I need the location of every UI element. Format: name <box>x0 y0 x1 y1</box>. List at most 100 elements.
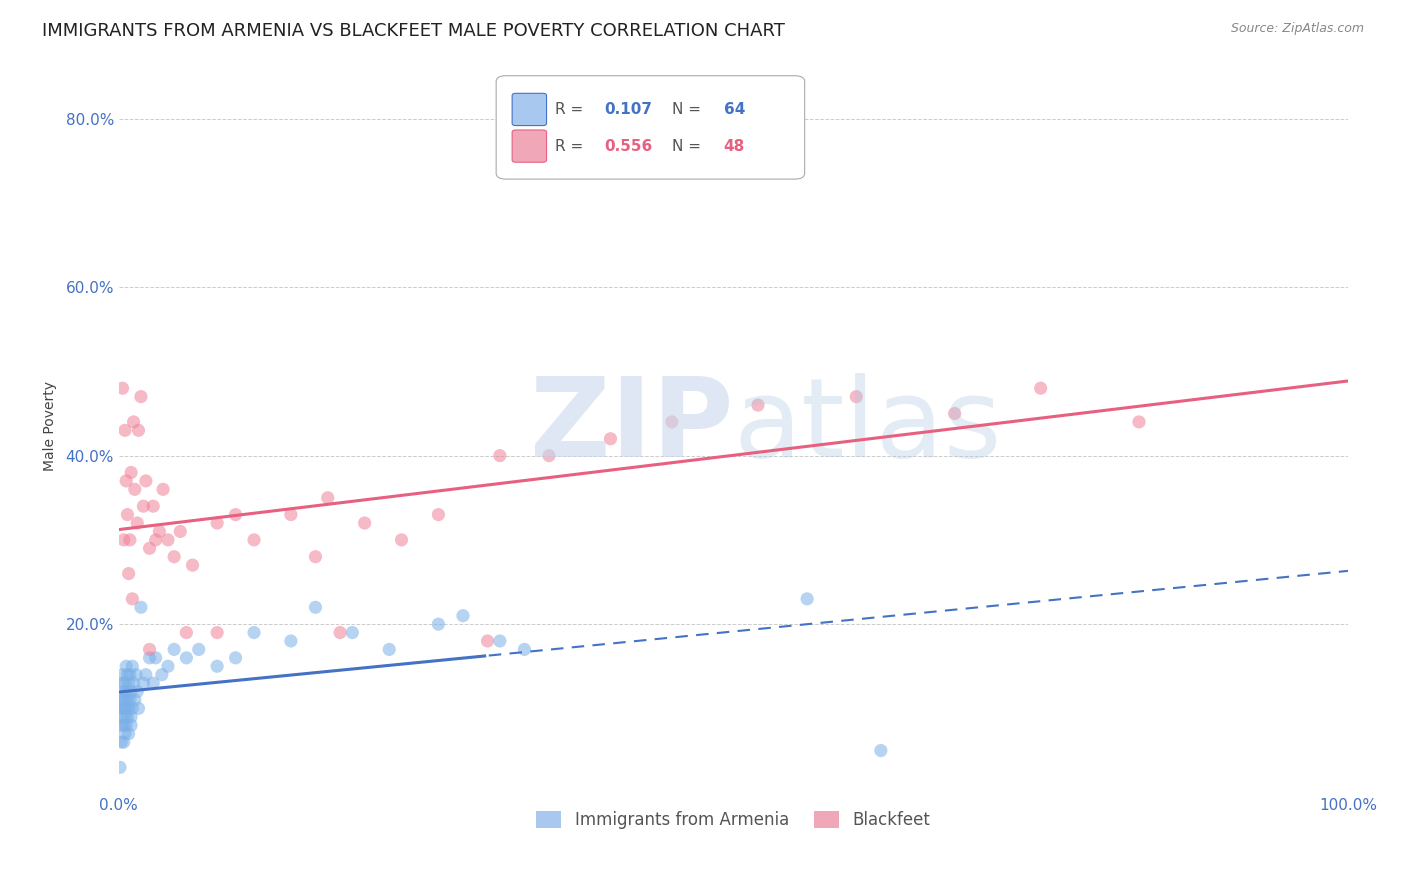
Point <box>205 625 228 640</box>
Point <box>111 676 134 690</box>
Point <box>304 549 326 564</box>
Text: 0.556: 0.556 <box>605 138 652 153</box>
Point <box>112 718 135 732</box>
Text: atlas: atlas <box>734 373 1002 480</box>
Point <box>489 634 512 648</box>
Point <box>747 398 769 412</box>
Point <box>120 710 142 724</box>
Point <box>661 415 683 429</box>
Point <box>1029 381 1052 395</box>
Point <box>243 533 266 547</box>
Text: 0.107: 0.107 <box>605 102 652 117</box>
FancyBboxPatch shape <box>512 94 547 126</box>
Point <box>537 449 560 463</box>
Point <box>150 667 173 681</box>
Point <box>489 449 512 463</box>
Point <box>117 727 139 741</box>
Point <box>127 423 149 437</box>
Point <box>138 642 160 657</box>
Point <box>111 710 134 724</box>
Point <box>243 625 266 640</box>
Point <box>108 701 131 715</box>
Point <box>114 727 136 741</box>
Point <box>122 676 145 690</box>
Y-axis label: Male Poverty: Male Poverty <box>44 381 58 471</box>
Point <box>121 659 143 673</box>
Point <box>112 533 135 547</box>
Point <box>391 533 413 547</box>
Point <box>110 693 132 707</box>
Point <box>870 743 893 757</box>
Point <box>142 499 165 513</box>
Point <box>127 684 149 698</box>
Point <box>135 667 157 681</box>
FancyBboxPatch shape <box>496 76 804 179</box>
Point <box>205 516 228 530</box>
Point <box>124 483 146 497</box>
Point <box>114 693 136 707</box>
Point <box>117 676 139 690</box>
Point <box>145 650 167 665</box>
Point <box>135 474 157 488</box>
Point <box>121 701 143 715</box>
Point <box>280 508 302 522</box>
Point <box>110 718 132 732</box>
Point <box>513 642 536 657</box>
Point <box>451 608 474 623</box>
Point <box>353 516 375 530</box>
Point <box>117 693 139 707</box>
Text: IMMIGRANTS FROM ARMENIA VS BLACKFEET MALE POVERTY CORRELATION CHART: IMMIGRANTS FROM ARMENIA VS BLACKFEET MAL… <box>42 22 785 40</box>
Point <box>304 600 326 615</box>
Point <box>112 684 135 698</box>
Point <box>111 693 134 707</box>
Point <box>156 533 179 547</box>
Point <box>132 676 155 690</box>
Point <box>124 693 146 707</box>
Point <box>156 659 179 673</box>
Legend: Immigrants from Armenia, Blackfeet: Immigrants from Armenia, Blackfeet <box>530 804 936 836</box>
Point <box>115 701 138 715</box>
FancyBboxPatch shape <box>512 130 547 162</box>
Point <box>176 625 198 640</box>
Point <box>943 407 966 421</box>
Point <box>118 693 141 707</box>
Point <box>145 533 167 547</box>
Point <box>129 600 152 615</box>
Point <box>122 415 145 429</box>
Point <box>225 508 247 522</box>
Point <box>115 718 138 732</box>
Text: N =: N = <box>672 138 706 153</box>
Point <box>378 642 401 657</box>
Point <box>111 667 134 681</box>
Point <box>108 760 131 774</box>
Point <box>599 432 621 446</box>
Point <box>845 390 868 404</box>
Point <box>129 390 152 404</box>
Point <box>114 676 136 690</box>
Point <box>111 381 134 395</box>
Point <box>117 508 139 522</box>
Point <box>225 650 247 665</box>
Text: ZIP: ZIP <box>530 373 734 480</box>
Point <box>148 524 170 539</box>
Point <box>125 667 148 681</box>
Point <box>477 634 499 648</box>
Point <box>205 659 228 673</box>
Point <box>127 516 149 530</box>
Point <box>176 650 198 665</box>
Point <box>114 423 136 437</box>
Text: R =: R = <box>555 102 588 117</box>
Point <box>112 735 135 749</box>
Point <box>118 533 141 547</box>
Point <box>115 474 138 488</box>
Point <box>427 508 450 522</box>
Point <box>114 701 136 715</box>
Point <box>152 483 174 497</box>
Text: 64: 64 <box>724 102 745 117</box>
Point <box>120 718 142 732</box>
Point <box>118 667 141 681</box>
Point <box>114 710 136 724</box>
Point <box>342 625 364 640</box>
Point <box>127 701 149 715</box>
Point <box>181 558 204 573</box>
